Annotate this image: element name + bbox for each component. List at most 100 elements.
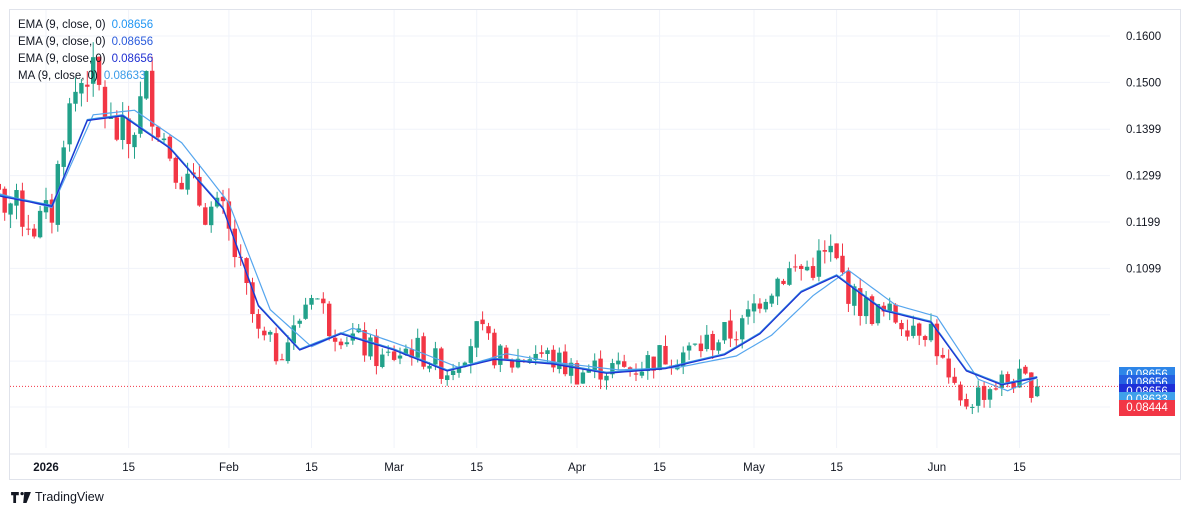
candle-body <box>203 207 208 225</box>
candle-body <box>887 303 892 312</box>
candle-body <box>91 57 96 84</box>
candle-body <box>1017 368 1022 388</box>
candle-body <box>291 325 296 344</box>
candle-body <box>26 228 31 230</box>
legend-value: 0.08656 <box>111 53 154 65</box>
candle-body <box>515 358 521 368</box>
candle-body <box>185 173 190 190</box>
candle-body <box>952 376 957 383</box>
legend-value: 0.08656 <box>111 19 154 31</box>
y-tick-label: 0.1099 <box>1126 263 1161 275</box>
candle-body <box>114 117 119 140</box>
legend-row-ema-2[interactable]: EMA (9, close, 0) 0.08656 <box>18 34 153 51</box>
candle-body <box>1011 382 1016 389</box>
candle-body <box>964 399 969 407</box>
price-tag-last: 0.08444 <box>1119 400 1175 417</box>
candle-body <box>409 349 414 358</box>
candle-body <box>639 371 645 376</box>
candle-body <box>179 182 184 190</box>
legend-row-ema-1[interactable]: EMA (9, close, 0) 0.08656 <box>18 17 153 34</box>
candle-body <box>704 334 709 350</box>
candle-body <box>976 387 981 406</box>
candle-body <box>138 96 143 134</box>
candle-body <box>20 190 25 227</box>
x-tick-label: Jun <box>928 462 947 474</box>
legend-row-ema-3[interactable]: EMA (9, close, 0) 0.08656 <box>18 51 153 68</box>
candle-body <box>439 348 444 379</box>
candle-body <box>822 250 827 252</box>
candle-body <box>810 266 816 278</box>
candle-body <box>757 303 763 309</box>
candle-body <box>586 369 591 373</box>
candle-body <box>940 354 945 358</box>
candle-body <box>37 210 43 238</box>
candle-body <box>681 352 686 367</box>
candle-body <box>456 367 462 373</box>
candle-body <box>309 298 314 305</box>
candle-body <box>846 270 851 304</box>
legend-value: 0.08656 <box>111 36 154 48</box>
candle-body <box>450 370 456 376</box>
candle-body <box>781 280 786 284</box>
candle-body <box>386 351 391 353</box>
ma-line <box>0 109 1038 392</box>
candle-body <box>273 333 279 362</box>
candle-body <box>209 206 214 226</box>
indicator-lines <box>0 109 1118 392</box>
candle-body <box>970 406 975 408</box>
x-tick-label: Feb <box>219 462 239 474</box>
y-tick-label: 0.1500 <box>1126 77 1161 89</box>
candle-body <box>557 352 562 370</box>
ema-line-1 <box>0 114 1038 385</box>
y-tick-label: 0.1199 <box>1126 217 1160 229</box>
candle-body <box>799 265 804 269</box>
candle-body <box>427 365 432 369</box>
axes: 0.1600 0.1500 0.1399 0.1299 0.1199 0.1099 0.08… <box>10 31 1180 474</box>
candle-body <box>563 351 568 375</box>
candle-body <box>155 126 161 138</box>
candle-body <box>285 342 291 362</box>
candle-body <box>85 84 90 87</box>
x-tick-label: May <box>743 462 765 474</box>
candle-body <box>622 361 627 367</box>
candle-body <box>327 303 332 337</box>
candle-body <box>899 322 904 330</box>
y-tick-label: 0.1299 <box>1126 171 1161 183</box>
candle-body <box>126 118 131 145</box>
candle-body <box>728 320 733 339</box>
candle-body <box>604 375 609 381</box>
candle-body <box>863 297 869 317</box>
legend-row-ma[interactable]: MA (9, close, 0) 0.08633 <box>18 68 153 85</box>
candle-body <box>144 71 149 99</box>
candle-body <box>633 373 639 375</box>
candle-body <box>8 203 13 215</box>
candle-body <box>102 86 108 117</box>
candle-body <box>751 303 757 312</box>
candle-body <box>645 355 650 372</box>
candle-body <box>268 331 273 335</box>
candle-body <box>173 157 178 183</box>
candle-body <box>150 70 155 127</box>
candle-body <box>120 116 125 140</box>
candle-body <box>256 314 261 329</box>
candle-body <box>32 228 37 237</box>
candle-body <box>397 355 403 359</box>
candle-body <box>362 330 367 356</box>
candle-body <box>220 196 226 202</box>
candle-body <box>881 305 886 312</box>
y-tick-label: 0.1399 <box>1126 124 1161 136</box>
tradingview-brand[interactable]: TradingView <box>11 490 104 504</box>
candles <box>0 42 1040 415</box>
candle-body <box>73 91 78 104</box>
candle-body <box>922 336 928 340</box>
candle-body <box>226 201 232 229</box>
candle-body <box>61 147 66 167</box>
candle-body <box>722 322 727 341</box>
candle-body <box>834 243 839 259</box>
candle-body <box>869 296 875 325</box>
candle-body <box>698 343 704 352</box>
candle-body <box>403 348 409 356</box>
brand-name: TradingView <box>35 490 104 504</box>
candle-body <box>480 319 485 325</box>
